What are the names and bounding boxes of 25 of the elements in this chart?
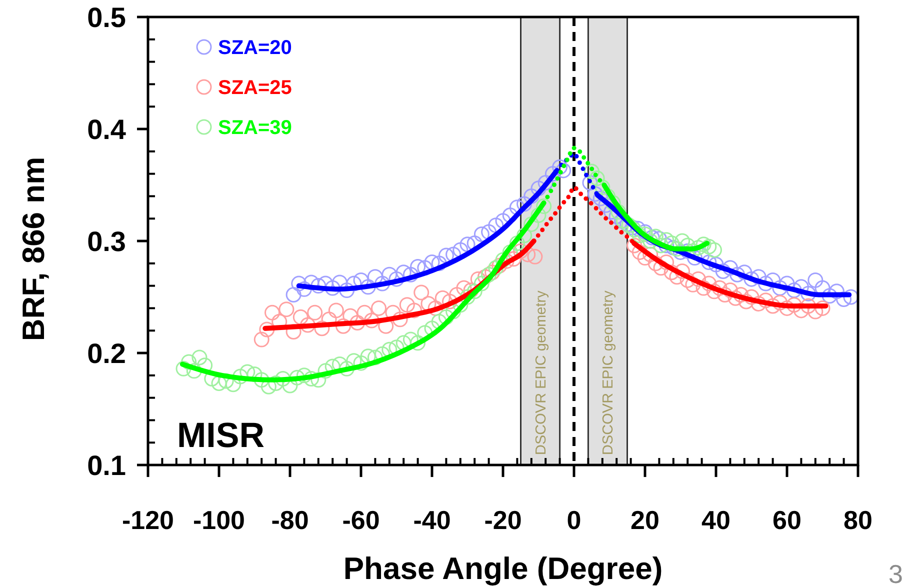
x-tick-label: -40 — [413, 505, 451, 535]
x-tick-label: 0 — [566, 505, 582, 535]
x-tick-label: 40 — [702, 505, 730, 535]
legend-label: SZA=20 — [218, 37, 292, 60]
text: 3 — [888, 559, 903, 587]
x-tick-label: 20 — [630, 505, 660, 535]
y-tick-label: 0.5 — [87, 2, 126, 33]
y-axis-title: BRF, 866 nm — [16, 156, 51, 342]
band-label: DSCOVR EPIC geometry — [533, 290, 550, 455]
legend-label: SZA=39 — [218, 117, 292, 140]
x-tick-label: -120 — [122, 505, 174, 535]
x-tick-label: -20 — [484, 505, 522, 535]
x-tick-label: 80 — [844, 505, 872, 535]
y-tick-label: 0.4 — [87, 114, 126, 145]
y-tick-label: 0.2 — [87, 338, 126, 369]
band-label: DSCOVR EPIC geometry — [600, 290, 617, 455]
y-tick-label: 0.1 — [87, 450, 126, 481]
x-tick-label: 60 — [772, 505, 802, 535]
x-axis-title: Phase Angle (Degree) — [343, 551, 663, 586]
x-tick-label: -60 — [342, 505, 380, 535]
y-tick-label: 0.3 — [87, 226, 126, 257]
x-tick-label: -100 — [192, 505, 246, 535]
annotation: MISR — [177, 416, 264, 455]
x-tick-label: -80 — [271, 505, 309, 535]
legend-label: SZA=25 — [218, 77, 292, 100]
